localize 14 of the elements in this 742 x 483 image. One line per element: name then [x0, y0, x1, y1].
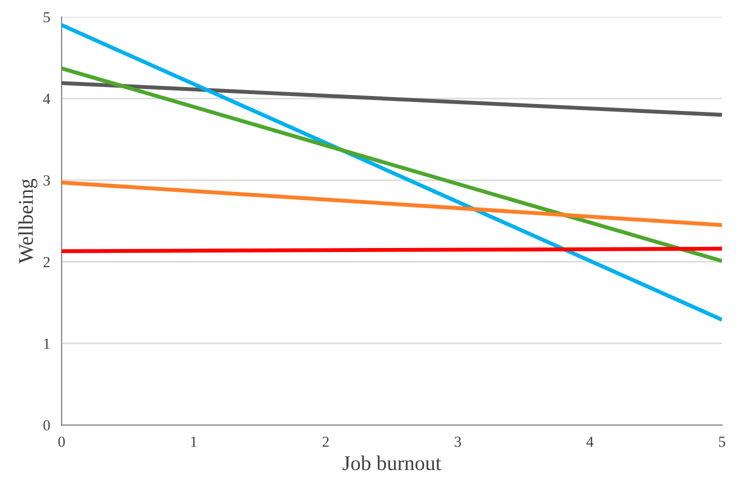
- y-axis-title: Wellbeing: [18, 178, 38, 264]
- y-tick-label: 3: [44, 175, 50, 186]
- x-tick-label: 1: [191, 436, 197, 447]
- y-tick-label: 0: [43, 420, 50, 430]
- y-tick-label: 4: [43, 94, 50, 104]
- y-tick-label: 5: [44, 12, 50, 22]
- x-tick-label: 2: [322, 436, 329, 447]
- x-axis-title: Job burnout: [342, 456, 442, 470]
- x-tick-label: 5: [719, 436, 726, 447]
- x-tick-label: 3: [454, 436, 462, 447]
- x-tick-label: 4: [586, 436, 594, 447]
- y-tick-label: 2: [44, 256, 50, 268]
- x-tick-label: 0: [58, 436, 65, 447]
- y-tick-label: 1: [44, 338, 50, 349]
